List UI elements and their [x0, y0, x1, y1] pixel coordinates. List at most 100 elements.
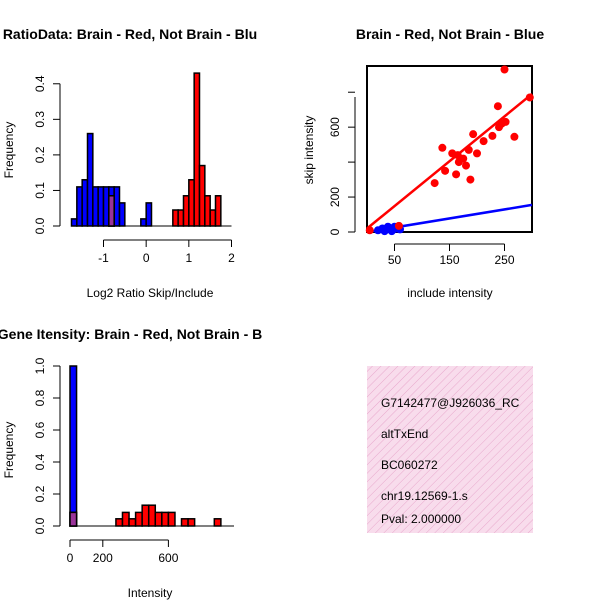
- scatter-point: [394, 221, 403, 230]
- ratio-histogram-bar: [145, 202, 153, 227]
- ratio-histogram-y-tick-label: 0.2: [33, 146, 47, 163]
- ratio-histogram-bar: [113, 186, 121, 227]
- ratio-histogram-y-tick-label: 0.3: [33, 111, 47, 128]
- intensity-histogram-bar: [147, 504, 157, 527]
- intensity-histogram-ylabel: Frequency: [2, 422, 16, 479]
- info-line-locus: chr19.12569-1.s: [381, 489, 468, 503]
- ratio-histogram-bar: [140, 218, 147, 227]
- intensity-histogram-bar: [180, 518, 189, 527]
- intensity-histogram-y-tick-label: 0.8: [33, 389, 47, 406]
- scatter-axes: 50 150 250 0 200 600: [328, 91, 515, 267]
- ratio-histogram-x-tick-label: 1: [185, 251, 192, 265]
- ratio-histogram-bar: [70, 218, 78, 227]
- intensity-histogram-y-tick-label: 0.4: [33, 453, 47, 470]
- ratio-histogram-y-tick-label: 0.1: [33, 182, 47, 199]
- intensity-histogram-bar: [167, 511, 176, 527]
- ratio-histogram-x-tick-label: 2: [228, 251, 235, 265]
- info-hatch: [367, 366, 533, 533]
- scatter-point: [438, 143, 447, 152]
- intensity-histogram-bar: [115, 518, 124, 527]
- ratio-histogram-x-tick-label: 0: [143, 251, 150, 265]
- ratio-histogram-bar: [214, 195, 222, 227]
- intensity-histogram-y-tick-label: 1.0: [33, 357, 47, 374]
- ratio-histogram-x-tick-label: -1: [98, 251, 109, 265]
- scatter-x-tick-label: 150: [439, 253, 459, 267]
- ratio-histogram-bar: [182, 195, 190, 227]
- ratio-histogram-bar: [81, 179, 89, 227]
- ratio-histogram-bar: [193, 72, 201, 227]
- scatter-panel: Brain - Red, Not Brain - Blue 50 150 250 0 2…: [302, 26, 544, 300]
- info-line-accession: BC060272: [381, 458, 438, 472]
- intensity-histogram-y-tick-label: 0.6: [33, 421, 47, 438]
- scatter-y-tick-label: 600: [328, 117, 342, 137]
- intensity-histogram-y-tick-label: 0.0: [33, 517, 47, 534]
- intensity-histogram-panel: Gene Itensity: Brain - Red, Not Brain - …: [0, 326, 262, 600]
- scatter-point: [441, 166, 450, 175]
- scatter-point: [525, 93, 534, 102]
- ratio-histogram-y-tick-label: 0.0: [33, 217, 47, 234]
- ratio-histogram-bar: [209, 209, 217, 227]
- ratio-histogram-bar: [172, 209, 179, 227]
- ratio-histogram-title: RatioData: Brain - Red, Not Brain - Blu: [3, 26, 257, 42]
- intensity-histogram-bar: [121, 511, 130, 527]
- intensity-histogram-bar: [141, 504, 150, 527]
- scatter-plot-area: [365, 65, 534, 236]
- ratio-histogram-bar: [177, 209, 185, 227]
- intensity-histogram-x-tick-label: 0: [67, 551, 74, 565]
- ratio-histogram-bar: [97, 186, 105, 227]
- intensity-histogram-bar: [161, 511, 170, 527]
- scatter-point: [500, 65, 509, 74]
- intensity-histogram-bar: [154, 511, 163, 527]
- info-panel: G7142477@J926036_RC altTxEnd BC060272 ch…: [367, 366, 533, 533]
- scatter-point: [473, 149, 481, 158]
- scatter-point: [430, 179, 439, 188]
- intensity-histogram-bar: [134, 511, 143, 527]
- scatter-point: [469, 130, 478, 139]
- scatter-point: [459, 154, 468, 163]
- intensity-histogram-xlabel: Intensity: [128, 586, 173, 600]
- ratio-histogram-ylabel: Frequency: [2, 122, 16, 179]
- ratio-histogram-bar: [118, 202, 126, 227]
- info-line-event: altTxEnd: [381, 427, 428, 441]
- scatter-title: Brain - Red, Not Brain - Blue: [356, 26, 544, 42]
- intensity-histogram-bar: [187, 518, 196, 527]
- intensity-histogram-y-tick-label: 0.2: [33, 485, 47, 502]
- ratio-histogram-bars: [70, 72, 222, 227]
- scatter-xlabel: include intensity: [407, 286, 492, 300]
- intensity-histogram-bar: [69, 365, 78, 527]
- scatter-plot-box: [366, 65, 533, 233]
- ratio-histogram-axes: -1 0 1 2 0.0 0.1 0.2 0.3 0.4: [33, 75, 235, 265]
- intensity-histogram-title: Gene Itensity: Brain - Red, Not Brain - …: [0, 326, 262, 342]
- ratio-histogram-xlabel: Log2 Ratio Skip/Include: [87, 286, 214, 300]
- scatter-ylabel: skip intensity: [302, 116, 316, 185]
- scatter-point: [479, 137, 488, 146]
- intensity-histogram-x-tick-label: 600: [158, 551, 178, 565]
- scatter-y-tick-label: 0: [328, 228, 342, 235]
- intensity-histogram-overlap-bar: [69, 511, 78, 527]
- scatter-point: [466, 175, 475, 184]
- scatter-point: [464, 145, 473, 154]
- ratio-histogram-overlap-bar: [108, 195, 115, 227]
- ratio-histogram-bar: [198, 164, 206, 227]
- ratio-histogram-bar: [102, 186, 110, 227]
- scatter-point: [383, 222, 392, 231]
- info-pval: Pval: 2.000000: [381, 512, 461, 526]
- scatter-y-tick-label: 200: [328, 187, 342, 207]
- intensity-histogram-axes: 0 200 600 0.0 0.2 0.4 0.6 0.8 1.0: [33, 357, 234, 565]
- intensity-histogram-x-tick-label: 200: [93, 551, 113, 565]
- ratio-histogram-bar: [76, 186, 83, 227]
- scatter-point: [488, 131, 497, 140]
- intensity-histogram-bars: [69, 365, 222, 527]
- intensity-histogram-bar: [213, 518, 222, 527]
- scatter-point: [493, 102, 502, 111]
- ratio-histogram-bar: [86, 132, 94, 227]
- scatter-point: [462, 161, 470, 170]
- ratio-histogram-bar: [92, 186, 99, 227]
- scatter-x-tick-label: 50: [388, 253, 402, 267]
- scatter-point: [510, 132, 519, 141]
- scatter-point: [501, 117, 510, 126]
- scatter-fit-line: [366, 92, 533, 230]
- ratio-histogram-y-tick-label: 0.4: [33, 75, 47, 92]
- ratio-histogram-bar: [204, 195, 211, 227]
